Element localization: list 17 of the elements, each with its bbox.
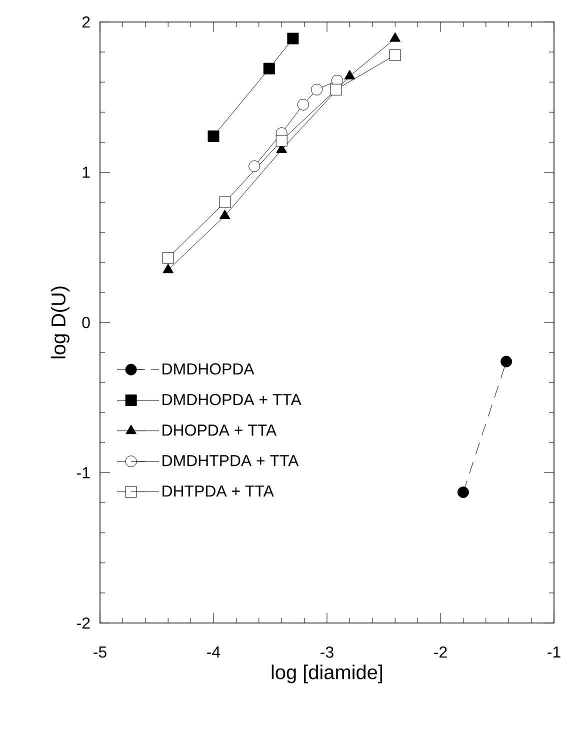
y-tick-label: 0 — [82, 316, 90, 328]
y-tick-label: -2 — [77, 617, 90, 629]
x-tick-label: -4 — [207, 646, 220, 658]
x-axis-title: log [diamide] — [272, 664, 382, 684]
x-tick-label: -5 — [94, 646, 106, 658]
x-tick-label: -2 — [434, 646, 447, 658]
y-tick-label: -1 — [77, 467, 90, 478]
legend-label: DHTPDA + TTA — [162, 486, 274, 497]
y-tick-label: 1 — [82, 166, 90, 178]
y-axis-title: log D(U) — [50, 286, 70, 358]
legend-label: DMDHTPDA + TTA — [162, 455, 299, 466]
legend-label: DMDHOPDA + TTA — [162, 394, 302, 406]
legend-label: DHOPDA + TTA — [162, 424, 277, 436]
y-tick-label: 2 — [82, 16, 90, 28]
x-tick-label: -1 — [548, 646, 560, 658]
legend-label: DMDHOPDA — [162, 363, 254, 375]
x-tick-label: -3 — [320, 646, 334, 658]
